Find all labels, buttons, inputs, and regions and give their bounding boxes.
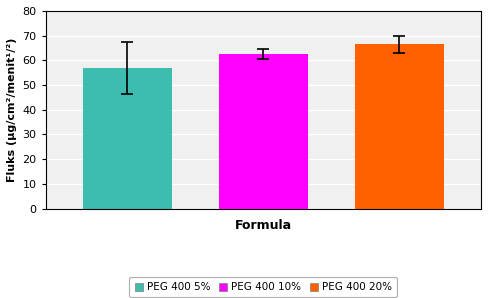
X-axis label: Formula: Formula (235, 219, 292, 232)
Y-axis label: Fluks (µg/cm²/menit¹/²): Fluks (µg/cm²/menit¹/²) (7, 38, 17, 182)
Legend: PEG 400 5%, PEG 400 10%, PEG 400 20%: PEG 400 5%, PEG 400 10%, PEG 400 20% (129, 277, 397, 297)
Bar (355, 44, 444, 209)
Bar (219, 54, 307, 209)
Bar (83, 68, 171, 209)
